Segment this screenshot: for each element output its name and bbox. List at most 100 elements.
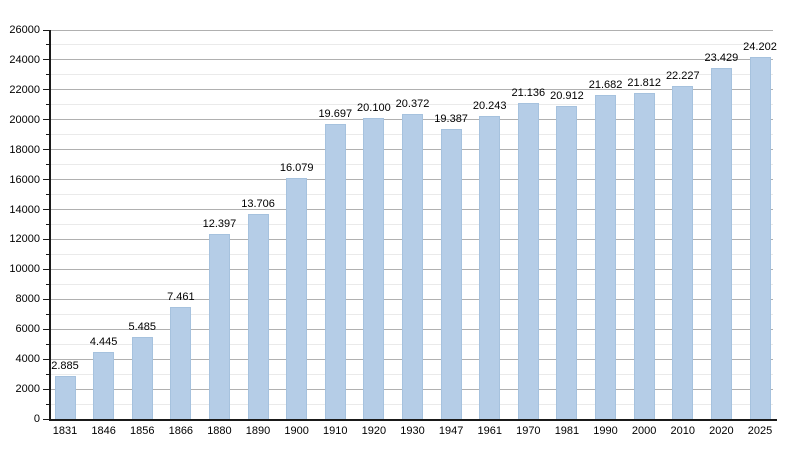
x-tick-label: 1900	[284, 425, 309, 437]
y-axis-minor-tick	[46, 224, 50, 225]
y-tick-label: 24000	[9, 53, 40, 66]
bar-value-label: 13.706	[241, 197, 275, 210]
x-tick-label: 1920	[361, 425, 387, 437]
y-axis-minor-tick	[46, 313, 50, 315]
bar-1970	[517, 102, 539, 419]
y-axis-major-tick	[43, 238, 50, 240]
bar-2010	[672, 86, 694, 419]
y-axis-major-tick	[43, 209, 50, 211]
y-axis-major-tick	[43, 298, 50, 300]
x-tick-label: 1947	[438, 425, 464, 437]
bar-value-label: 16.079	[279, 162, 314, 175]
y-axis-major-tick	[43, 328, 50, 330]
y-axis-line	[49, 30, 51, 421]
bar-1981	[556, 106, 578, 419]
bar-value-label: 22.227	[665, 70, 700, 83]
y-axis-major-tick	[43, 119, 50, 121]
y-tick-label: 8000	[15, 293, 40, 306]
y-major-gridline	[50, 89, 773, 91]
y-axis-minor-tick	[46, 164, 50, 166]
bar-1846	[93, 352, 115, 419]
bar-value-label: 2.885	[51, 359, 79, 372]
y-axis-major-tick	[43, 149, 50, 151]
bar-1856	[131, 336, 153, 419]
y-axis-minor-tick	[46, 373, 50, 375]
bar-2020	[710, 68, 732, 419]
y-tick-label: 16000	[9, 173, 40, 186]
bar-value-label: 4.445	[89, 336, 118, 349]
bar-1920	[363, 118, 385, 419]
bar-1831	[54, 375, 76, 419]
y-axis-minor-tick	[46, 104, 50, 106]
x-tick-label: 1910	[323, 425, 348, 437]
x-tick-label: 1831	[52, 425, 78, 437]
x-tick-label: 1930	[400, 425, 425, 437]
y-axis-major-tick	[43, 89, 50, 91]
y-tick-label: 2000	[15, 383, 40, 396]
bar-value-label: 19.387	[434, 112, 468, 125]
bar-value-label: 12.397	[202, 217, 237, 230]
bar-value-label: 20.912	[550, 90, 584, 103]
bar-1910	[324, 124, 346, 419]
bar-1930	[402, 114, 423, 419]
y-axis-minor-tick	[46, 74, 50, 76]
bar-value-label: 20.243	[472, 100, 507, 113]
y-tick-label: 6000	[15, 323, 40, 336]
x-tick-label: 2010	[670, 425, 695, 437]
x-tick-label: 1880	[207, 425, 232, 437]
bar-1866	[170, 307, 192, 419]
bar-value-label: 20.100	[357, 102, 391, 115]
y-minor-gridline	[50, 74, 773, 76]
bar-value-label: 21.682	[588, 78, 623, 91]
y-major-gridline	[50, 59, 773, 61]
y-axis-minor-tick	[46, 343, 50, 345]
y-axis-major-tick	[43, 358, 50, 360]
y-axis-minor-tick	[46, 283, 50, 285]
y-axis-major-tick	[43, 179, 50, 181]
y-tick-label: 14000	[9, 203, 40, 216]
y-axis-major-tick	[43, 59, 50, 61]
bar-value-label: 24.202	[743, 40, 777, 53]
y-axis-minor-tick	[46, 403, 50, 405]
y-tick-label: 0	[33, 413, 40, 425]
bar-value-label: 5.485	[128, 320, 156, 333]
bar-value-label: 21.136	[511, 86, 546, 99]
bar-1961	[479, 116, 501, 419]
bar-1900	[286, 178, 308, 419]
y-axis-major-tick	[43, 268, 50, 270]
bar-value-label: 20.372	[395, 98, 430, 111]
y-minor-gridline	[50, 104, 773, 106]
x-tick-label: 1866	[168, 425, 194, 437]
x-tick-label: 2000	[631, 425, 657, 437]
bar-1890	[247, 213, 269, 419]
y-minor-gridline	[50, 44, 773, 46]
y-axis-major-tick	[43, 388, 50, 390]
x-tick-label: 1856	[129, 425, 155, 437]
bar-value-label: 7.461	[167, 291, 195, 304]
x-tick-label: 2020	[709, 425, 734, 437]
bar-1990	[595, 94, 617, 419]
x-tick-label: 1846	[91, 425, 116, 437]
x-tick-label: 1981	[554, 425, 580, 437]
y-tick-label: 10000	[9, 263, 40, 276]
x-tick-label: 1990	[593, 425, 618, 437]
bar-1880	[208, 233, 230, 419]
y-axis-major-tick	[43, 29, 50, 31]
y-axis-minor-tick	[46, 44, 50, 46]
y-tick-label: 4000	[15, 353, 40, 366]
x-tick-label: 1890	[245, 425, 271, 437]
x-tick-label: 1961	[477, 425, 502, 437]
x-tick-label: 2025	[747, 425, 773, 437]
bar-2000	[633, 92, 655, 419]
y-tick-label: 12000	[9, 233, 40, 246]
y-tick-label: 18000	[9, 143, 40, 156]
y-tick-label: 22000	[9, 83, 40, 96]
bar-value-label: 21.812	[627, 76, 661, 89]
bar-1947	[440, 128, 462, 419]
y-axis-minor-tick	[46, 253, 50, 255]
y-axis-minor-tick	[46, 194, 50, 196]
bar-2025	[749, 56, 771, 419]
y-tick-label: 26000	[9, 24, 40, 36]
y-axis-major-tick	[43, 418, 50, 420]
